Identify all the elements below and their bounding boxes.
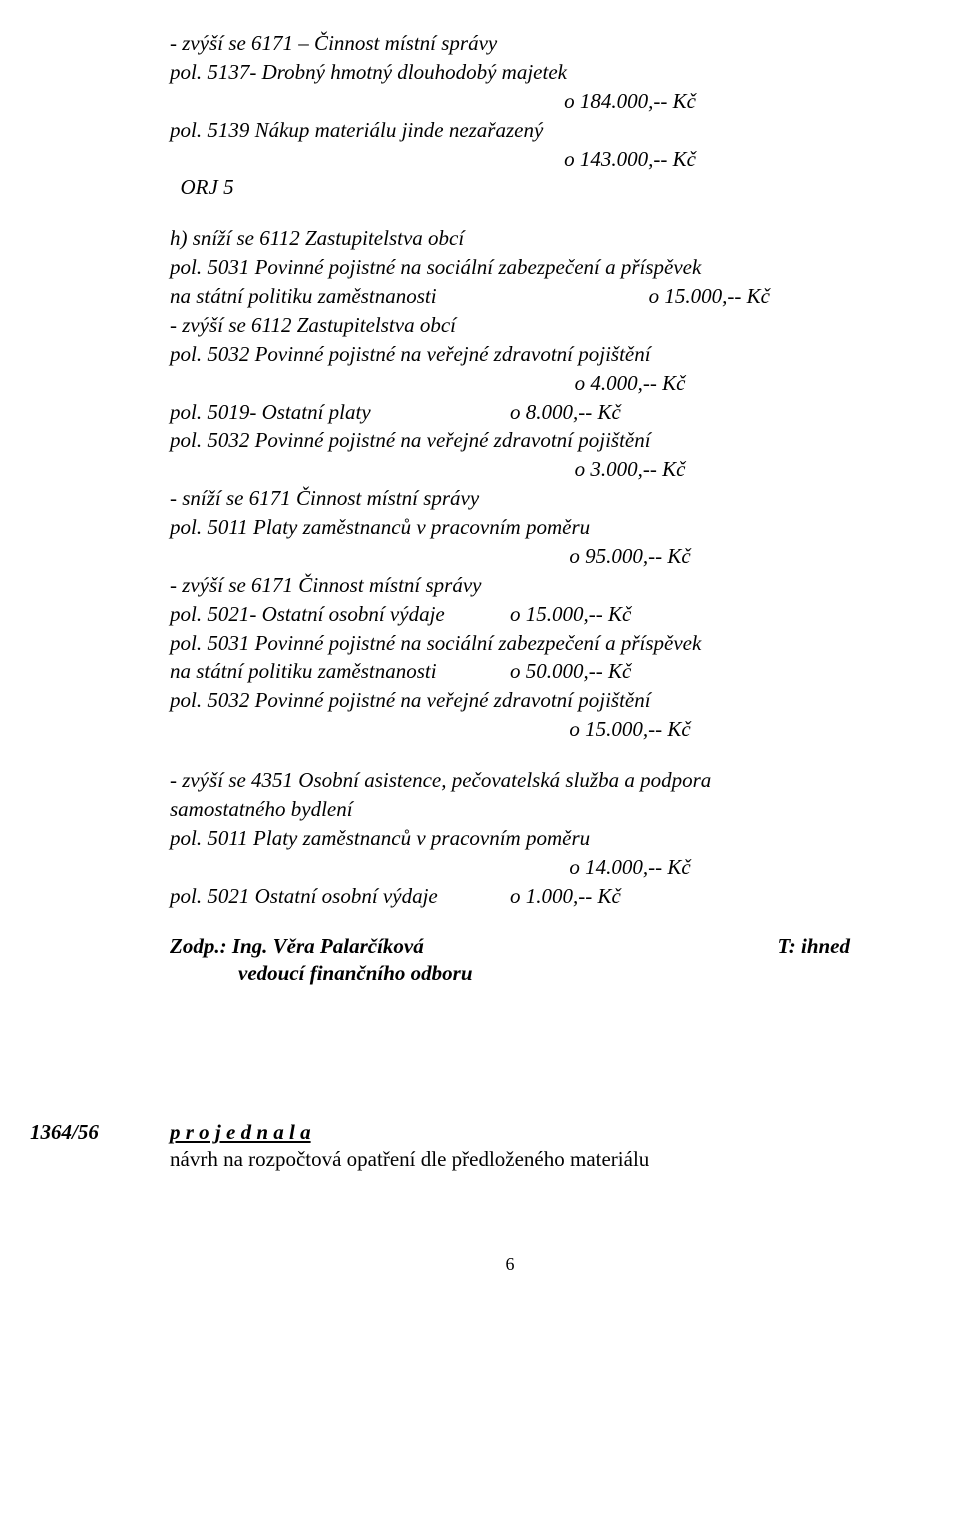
- text-line: pol. 5032 Povinné pojistné na veřejné zd…: [170, 687, 850, 714]
- text-line: na státní politiku zaměstnanosti o 15.00…: [170, 283, 850, 310]
- text-line: pol. 5019- Ostatní platy o 8.000,-- Kč: [170, 399, 850, 426]
- text-line: pol. 5032 Povinné pojistné na veřejné zd…: [170, 427, 850, 454]
- amount: o 15.000,-- Kč: [410, 716, 850, 743]
- resolution-text: návrh na rozpočtová opatření dle předlož…: [170, 1146, 649, 1173]
- page-number: 6: [170, 1253, 850, 1276]
- text-left: na státní politiku zaměstnanosti: [170, 658, 490, 685]
- amount: o 4.000,-- Kč: [410, 370, 850, 397]
- text-line: - zvýší se 6171 Činnost místní správy: [170, 572, 850, 599]
- text-line: samostatného bydlení: [170, 796, 850, 823]
- resolution-number: 1364/56: [30, 1119, 170, 1146]
- text-line: pol. 5139 Nákup materiálu jinde nezařaze…: [170, 117, 850, 144]
- text-line: h) sníží se 6112 Zastupitelstva obcí: [170, 225, 850, 252]
- text-line: pol. 5032 Povinné pojistné na veřejné zd…: [170, 341, 850, 368]
- text-line: pol. 5011 Platy zaměstnanců v pracovním …: [170, 514, 850, 541]
- text-line: - zvýší se 4351 Osobní asistence, pečova…: [170, 767, 850, 794]
- responsible-role: vedoucí finančního odboru: [238, 960, 850, 987]
- text-line: - sníží se 6171 Činnost místní správy: [170, 485, 850, 512]
- text-line: pol. 5031 Povinné pojistné na sociální z…: [170, 254, 850, 281]
- text-line: - zvýší se 6171 – Činnost místní správy: [170, 30, 850, 57]
- text-line: pol. 5031 Povinné pojistné na sociální z…: [170, 630, 850, 657]
- amount: o 50.000,-- Kč: [510, 658, 631, 685]
- amount: o 1.000,-- Kč: [510, 883, 621, 910]
- amount: o 8.000,-- Kč: [510, 399, 621, 426]
- text-line: - zvýší se 6112 Zastupitelstva obcí: [170, 312, 850, 339]
- amount: o 184.000,-- Kč: [410, 88, 850, 115]
- text-line: pol. 5137- Drobný hmotný dlouhodobý maje…: [170, 59, 850, 86]
- text-line: pol. 5021 Ostatní osobní výdaje o 1.000,…: [170, 883, 850, 910]
- deadline: T: ihned: [777, 933, 850, 960]
- amount: o 143.000,-- Kč: [410, 146, 850, 173]
- responsible-person: Zodp.: Ing. Věra Palarčíková: [170, 933, 424, 960]
- amount: o 95.000,-- Kč: [410, 543, 850, 570]
- signature-line: Zodp.: Ing. Věra Palarčíková T: ihned: [170, 933, 850, 960]
- text-left: na státní politiku zaměstnanosti: [170, 283, 649, 310]
- resolution-heading: p r o j e d n a l a: [170, 1119, 649, 1146]
- amount: o 15.000,-- Kč: [510, 601, 631, 628]
- text-line: pol. 5021- Ostatní osobní výdaje o 15.00…: [170, 601, 850, 628]
- text-left: pol. 5021 Ostatní osobní výdaje: [170, 883, 490, 910]
- text-left: pol. 5019- Ostatní platy: [170, 399, 470, 426]
- amount: o 15.000,-- Kč: [649, 283, 770, 310]
- text-line: na státní politiku zaměstnanosti o 50.00…: [170, 658, 850, 685]
- text-left: pol. 5021- Ostatní osobní výdaje: [170, 601, 490, 628]
- resolution-row: 1364/56 p r o j e d n a l a návrh na roz…: [170, 1119, 850, 1173]
- text-line: pol. 5011 Platy zaměstnanců v pracovním …: [170, 825, 850, 852]
- text-line: ORJ 5: [170, 174, 850, 201]
- amount: o 14.000,-- Kč: [410, 854, 850, 881]
- amount: o 3.000,-- Kč: [410, 456, 850, 483]
